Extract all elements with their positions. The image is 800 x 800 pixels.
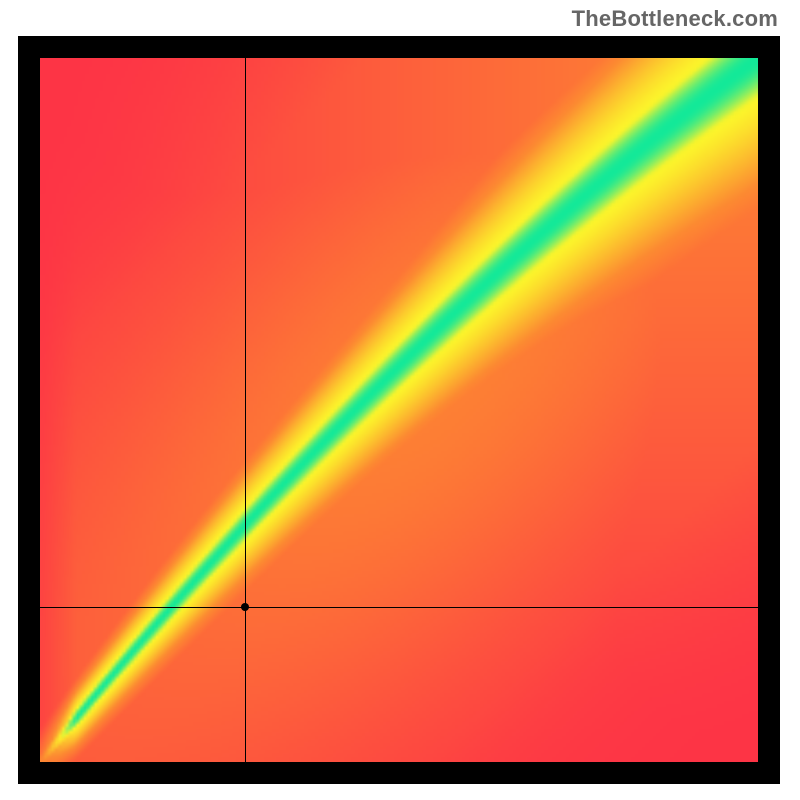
crosshair-vertical xyxy=(245,58,246,762)
plot-frame xyxy=(18,36,780,784)
watermark: TheBottleneck.com xyxy=(572,6,778,32)
crosshair-horizontal xyxy=(40,607,758,608)
heatmap-canvas xyxy=(40,58,758,762)
crosshair-dot xyxy=(241,603,249,611)
plot-area xyxy=(40,58,758,762)
